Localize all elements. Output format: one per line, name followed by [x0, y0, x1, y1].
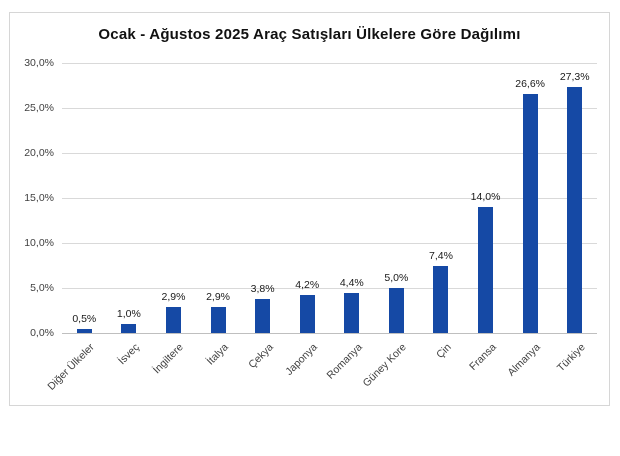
plot-area: 0,0% 5,0% 10,0% 15,0% 20,0% 25,0% 30,0% 0,5% Diğ… — [24, 58, 597, 393]
bar-value-label: 4,2% — [295, 279, 320, 292]
y-axis-tick-label: 25,0% — [24, 102, 54, 114]
bar-value-label: 14,0% — [470, 191, 501, 203]
y-axis-tick-label: 0,0% — [30, 327, 54, 339]
gridline — [62, 108, 597, 109]
bar-value-label: 3,8% — [250, 282, 275, 295]
chart-title: Ocak - Ağustos 2025 Araç Satışları Ülkel… — [98, 26, 521, 43]
bar-chart: Ocak - Ağustos 2025 Araç Satışları Ülkel… — [9, 12, 610, 406]
bar — [210, 306, 226, 333]
bar — [433, 266, 449, 333]
bar — [165, 306, 181, 333]
gridline — [62, 153, 597, 154]
x-axis-line — [62, 333, 597, 334]
bar-value-label: 2,9% — [206, 290, 230, 303]
gridline — [62, 198, 597, 199]
bar-value-label: 2,9% — [161, 290, 186, 303]
bar — [121, 324, 137, 333]
y-axis-tick-label: 20,0% — [24, 147, 54, 159]
y-axis-tick-label: 15,0% — [24, 192, 54, 204]
y-axis-tick-label: 30,0% — [24, 57, 54, 69]
bar — [255, 298, 271, 333]
bar — [344, 293, 360, 333]
bar-value-label: 26,6% — [515, 77, 546, 90]
bar-value-label: 5,0% — [384, 272, 409, 284]
bar-value-label: 27,3% — [559, 71, 590, 84]
y-axis-tick-label: 5,0% — [30, 282, 54, 294]
bar — [299, 295, 315, 333]
bar-value-label: 0,5% — [72, 312, 97, 325]
bar-value-label: 4,4% — [339, 277, 364, 290]
gridline — [62, 288, 597, 289]
y-axis-tick-label: 10,0% — [24, 237, 54, 249]
bar — [76, 328, 92, 333]
bar-value-label: 1,0% — [116, 308, 141, 320]
gridline — [62, 243, 597, 244]
bar-value-label: 7,4% — [428, 250, 453, 263]
bar — [388, 288, 404, 333]
bar — [567, 87, 583, 333]
bar — [478, 207, 494, 333]
gridline — [62, 63, 597, 64]
bar — [522, 93, 538, 333]
